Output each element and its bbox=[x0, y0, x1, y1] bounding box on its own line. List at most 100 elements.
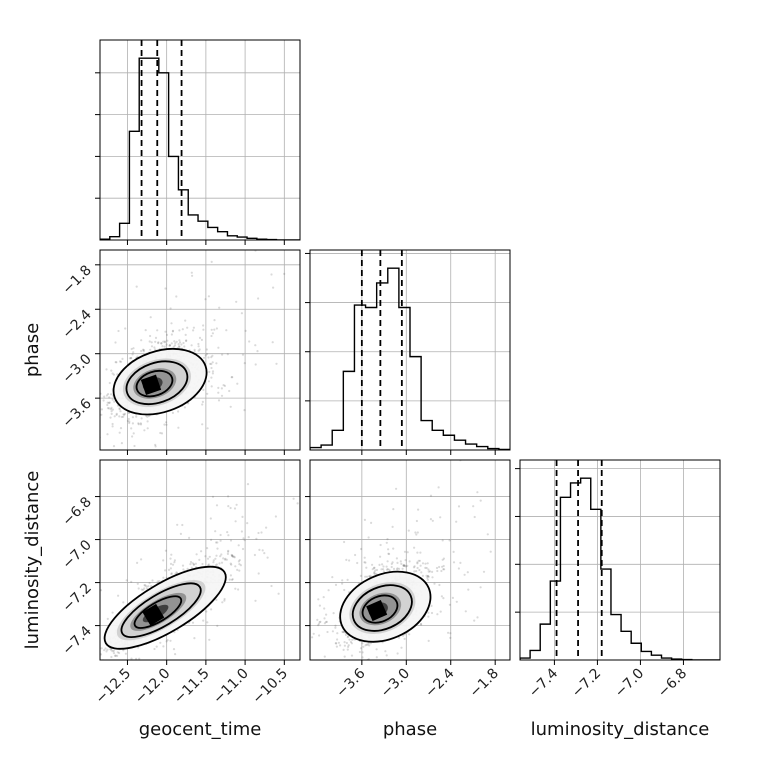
sample-point bbox=[112, 652, 116, 655]
sample-point bbox=[235, 300, 238, 303]
sample-point bbox=[198, 336, 202, 339]
sample-point bbox=[215, 541, 218, 544]
sample-point bbox=[438, 583, 441, 587]
sample-point bbox=[183, 406, 186, 409]
sample-point bbox=[149, 348, 152, 351]
sample-point bbox=[127, 417, 130, 421]
sample-point bbox=[143, 429, 146, 432]
sample-point bbox=[210, 328, 213, 331]
sample-point bbox=[238, 559, 241, 562]
sample-point bbox=[75, 696, 77, 698]
sample-point bbox=[263, 552, 266, 555]
sample-point bbox=[131, 416, 134, 419]
sample-point bbox=[178, 339, 181, 342]
sample-point bbox=[237, 544, 240, 547]
sample-point bbox=[154, 340, 157, 343]
sample-point bbox=[229, 562, 232, 565]
sample-point bbox=[203, 356, 206, 359]
sample-point bbox=[106, 617, 109, 621]
sample-point bbox=[233, 507, 237, 510]
sample-point bbox=[123, 413, 126, 416]
sample-point bbox=[207, 563, 210, 566]
sample-point bbox=[154, 348, 157, 351]
sample-point bbox=[174, 342, 177, 345]
sample-point bbox=[120, 360, 123, 363]
sample-point bbox=[168, 344, 171, 347]
ytick-label-pair-geocent-time-luminosity-distance-2: −7.0 bbox=[59, 537, 94, 572]
contours-pair-geocent-time-phase bbox=[112, 348, 208, 416]
sample-point bbox=[186, 567, 189, 571]
sample-point bbox=[238, 569, 241, 572]
sample-point bbox=[115, 412, 118, 415]
sample-point bbox=[163, 341, 167, 344]
sample-point bbox=[231, 376, 234, 379]
sample-point bbox=[169, 557, 172, 560]
sample-point bbox=[112, 373, 115, 376]
sample-point bbox=[131, 435, 134, 438]
sample-point bbox=[130, 356, 133, 360]
sample-point bbox=[70, 401, 72, 403]
sample-point bbox=[222, 557, 225, 560]
sample-point bbox=[103, 395, 106, 398]
sample-point bbox=[111, 408, 114, 411]
sample-point bbox=[234, 520, 237, 523]
frame-hist-phase bbox=[309, 249, 511, 451]
sample-point bbox=[165, 333, 169, 336]
sample-point bbox=[148, 581, 151, 585]
sample-point bbox=[225, 558, 228, 561]
sample-point bbox=[221, 601, 224, 604]
xtick-label-pair-geocent-time-luminosity-distance-4: −10.5 bbox=[249, 666, 291, 708]
sample-point bbox=[216, 547, 219, 550]
sample-point bbox=[234, 565, 237, 568]
sample-point bbox=[396, 561, 399, 565]
sample-point bbox=[192, 563, 196, 566]
sample-point bbox=[219, 533, 222, 537]
sample-point bbox=[241, 353, 245, 356]
sample-point bbox=[333, 472, 335, 474]
sample-point bbox=[231, 555, 234, 558]
sample-point bbox=[209, 517, 212, 520]
ytick-label-pair-geocent-time-luminosity-distance-3: −6.8 bbox=[59, 494, 94, 529]
xtick-label-pair-geocent-time-luminosity-distance-3: −11.0 bbox=[210, 666, 252, 708]
sample-point bbox=[114, 361, 117, 364]
sample-point bbox=[210, 334, 213, 338]
sample-point bbox=[94, 457, 96, 459]
sample-point bbox=[162, 340, 165, 343]
xtick-label-pair-geocent-time-luminosity-distance-2: −11.5 bbox=[171, 666, 213, 708]
sample-point bbox=[137, 423, 140, 426]
sample-point bbox=[214, 564, 217, 567]
contour-level-0 bbox=[133, 595, 183, 629]
sample-point bbox=[177, 410, 180, 413]
sample-point bbox=[189, 560, 193, 564]
sample-point bbox=[209, 362, 212, 365]
sample-point bbox=[224, 557, 227, 560]
sample-point bbox=[135, 657, 138, 660]
sample-point bbox=[163, 340, 167, 343]
contour-level-0 bbox=[135, 369, 174, 398]
sample-point bbox=[143, 584, 146, 587]
sample-point bbox=[223, 597, 226, 601]
panel-pair-geocent-time-luminosity-distance: −12.5−12.0−11.5−11.0−10.5−7.4−7.2−7.0−6.… bbox=[23, 459, 335, 718]
sample-point bbox=[52, 669, 54, 671]
sample-point bbox=[111, 611, 114, 614]
sample-point bbox=[193, 348, 196, 351]
sample-point bbox=[106, 401, 109, 404]
sample-point bbox=[206, 392, 209, 395]
sample-point bbox=[130, 347, 133, 351]
sample-point bbox=[443, 568, 446, 571]
plot-area-pair-geocent-time-luminosity-distance bbox=[23, 460, 335, 718]
sample-point bbox=[241, 547, 245, 551]
panel-hist-luminosity-distance: −7.4 −7.2 −7.0 −6.8 bbox=[515, 459, 721, 701]
sample-point bbox=[60, 666, 62, 668]
sample-point bbox=[242, 537, 245, 540]
sample-point bbox=[112, 445, 116, 448]
sample-point bbox=[218, 306, 221, 309]
sample-point bbox=[128, 420, 131, 423]
sample-point bbox=[200, 550, 203, 553]
sample-point bbox=[220, 553, 223, 556]
sample-point bbox=[23, 716, 25, 718]
sample-point bbox=[109, 416, 112, 419]
sample-point bbox=[110, 406, 113, 409]
sample-point bbox=[165, 640, 168, 643]
sample-point bbox=[202, 388, 205, 391]
